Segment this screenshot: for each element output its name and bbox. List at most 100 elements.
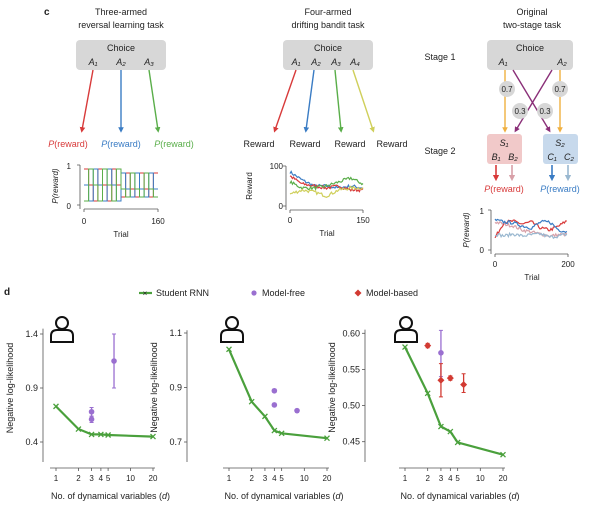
- task2-arm-1: A₁: [291, 57, 301, 67]
- task3-reward-plot: [488, 209, 569, 257]
- model-free-point: [88, 408, 95, 415]
- rnn-point: [226, 346, 232, 353]
- state1-action-2: B₂: [508, 152, 518, 162]
- plot-axes: [77, 164, 159, 212]
- model-free-point: [294, 407, 300, 414]
- transition-prob-bubble: [512, 103, 528, 119]
- nll-plot-1: 0.4 0.9 1.4 1 2 3 4 5 10 20 No. of dynamical varia…: [5, 316, 170, 501]
- legend-model-free-marker: [251, 290, 257, 296]
- state2-action-2: C₂: [564, 152, 574, 162]
- task3-plot-ylabel: P(reward): [462, 212, 471, 247]
- x-tick-label: 4: [99, 474, 104, 483]
- drift-line-3: [494, 218, 568, 234]
- task2-outcome-2: Reward: [289, 139, 320, 149]
- task1-arm-1: A₁: [88, 57, 98, 67]
- task1-xtick-160: 160: [151, 217, 165, 226]
- rnn-point: [53, 403, 59, 410]
- task2-diagram: Four-armed drifting bandit task Choice A…: [243, 7, 407, 238]
- x-tick-label: 3: [439, 474, 444, 483]
- rnn-point: [88, 431, 95, 438]
- y-tick-label: 0.9: [25, 383, 38, 393]
- task3-title-line2: two-stage task: [503, 20, 562, 30]
- error-cap: [438, 363, 443, 398]
- x-tick-label: 4: [448, 474, 453, 483]
- task2-plot-ylabel: Reward: [245, 172, 254, 200]
- task2-arrow-4: [352, 69, 375, 133]
- state1-box: [487, 134, 522, 164]
- model-based-point: [437, 376, 445, 384]
- person-icon: [55, 316, 69, 330]
- y-tick-label: 0.4: [25, 437, 38, 447]
- person-icon: [50, 329, 74, 343]
- task3-ytick-0: 0: [480, 246, 485, 255]
- task2-choice-box: [283, 40, 373, 70]
- task3-choice-label: Choice: [516, 43, 544, 53]
- reward-prob-line-3: [84, 168, 158, 202]
- model-free-point: [111, 358, 117, 364]
- nll-plot-2: 0.7 0.9 1.1 1 2 3 4 5 10 20 No. of dynamical varia…: [149, 316, 344, 501]
- x-tick-label: 20: [323, 474, 332, 483]
- task1-ytick-0: 0: [67, 202, 72, 211]
- rnn-point: [150, 433, 156, 440]
- x-tick-label: 2: [249, 474, 254, 483]
- x-tick-label: 4: [272, 474, 277, 483]
- task2-plot-xlabel: Trial: [319, 229, 334, 238]
- y-tick-label: 0.7: [169, 437, 182, 447]
- rnn-point: [248, 398, 255, 405]
- x-tick-label: 3: [263, 474, 268, 483]
- transition-prob-a2-common: 0.7: [554, 85, 566, 94]
- y-axis-label: Negative log-likelihood: [149, 342, 159, 433]
- rnn-point: [75, 426, 82, 432]
- error-cap: [461, 373, 466, 394]
- transition-prob-bubble: [499, 81, 515, 97]
- legend: × Student RNN Model-free Model-based: [139, 288, 418, 298]
- y-tick-label: 1.4: [25, 329, 38, 339]
- drift-line-4: [289, 185, 364, 198]
- model-free-point: [271, 387, 278, 394]
- rnn-point: [500, 451, 506, 458]
- drift-line-4: [494, 231, 568, 240]
- plot-axes: [283, 165, 364, 213]
- error-cap: [112, 333, 117, 389]
- rnn-point: [271, 427, 278, 434]
- task1-title-line1: Three-armed: [95, 7, 147, 17]
- task3-outcome-2: P(reward): [540, 184, 580, 194]
- rnn-line: [227, 348, 328, 440]
- task2-xtick-0: 0: [288, 216, 293, 225]
- task1-reward-plot: [77, 164, 159, 212]
- task1-arrow-3: [148, 69, 161, 133]
- task2-xtick-150: 150: [356, 216, 370, 225]
- task2-choice-label: Choice: [314, 43, 342, 53]
- task1-title-line2: reversal learning task: [78, 20, 164, 30]
- x-tick-label: 5: [279, 474, 284, 483]
- plot-axes: [488, 209, 569, 257]
- state2-box: [543, 134, 578, 164]
- stage1-label: Stage 1: [424, 52, 455, 62]
- transition-prob-a2-rare: 0.3: [514, 107, 526, 116]
- task1-outcome-2: P(reward): [101, 139, 141, 149]
- rnn-point: [261, 413, 268, 420]
- x-tick-label: 10: [476, 474, 485, 483]
- task1-xtick-0: 0: [82, 217, 87, 226]
- task2-reward-plot: [283, 165, 364, 213]
- x-tick-label: 1: [54, 474, 59, 483]
- task1-choice-box: [76, 40, 166, 70]
- task2-outcome-4: Reward: [376, 139, 407, 149]
- rare-transition-arrow-2: [514, 69, 553, 133]
- x-tick-label: 1: [403, 474, 408, 483]
- legend-model-based-label: Model-based: [366, 288, 418, 298]
- task1-plot-xlabel: Trial: [113, 230, 128, 239]
- legend-rnn-x: ×: [143, 289, 148, 298]
- rnn-line: [404, 346, 504, 456]
- x-axis-label: No. of dynamical variables (d): [51, 491, 170, 501]
- task1-arm-3: A₃: [143, 57, 154, 67]
- stage2-label: Stage 2: [424, 146, 455, 156]
- task3-plot-xlabel: Trial: [524, 273, 539, 282]
- person-icon: [399, 316, 413, 330]
- task2-arrow-2: [303, 69, 315, 133]
- task3-diagram: Original two-stage task Stage 1 Stage 2 …: [424, 7, 579, 282]
- model-free-point: [88, 416, 95, 423]
- rnn-point: [97, 431, 104, 438]
- rnn-point: [402, 344, 408, 350]
- model-based-point: [424, 342, 432, 350]
